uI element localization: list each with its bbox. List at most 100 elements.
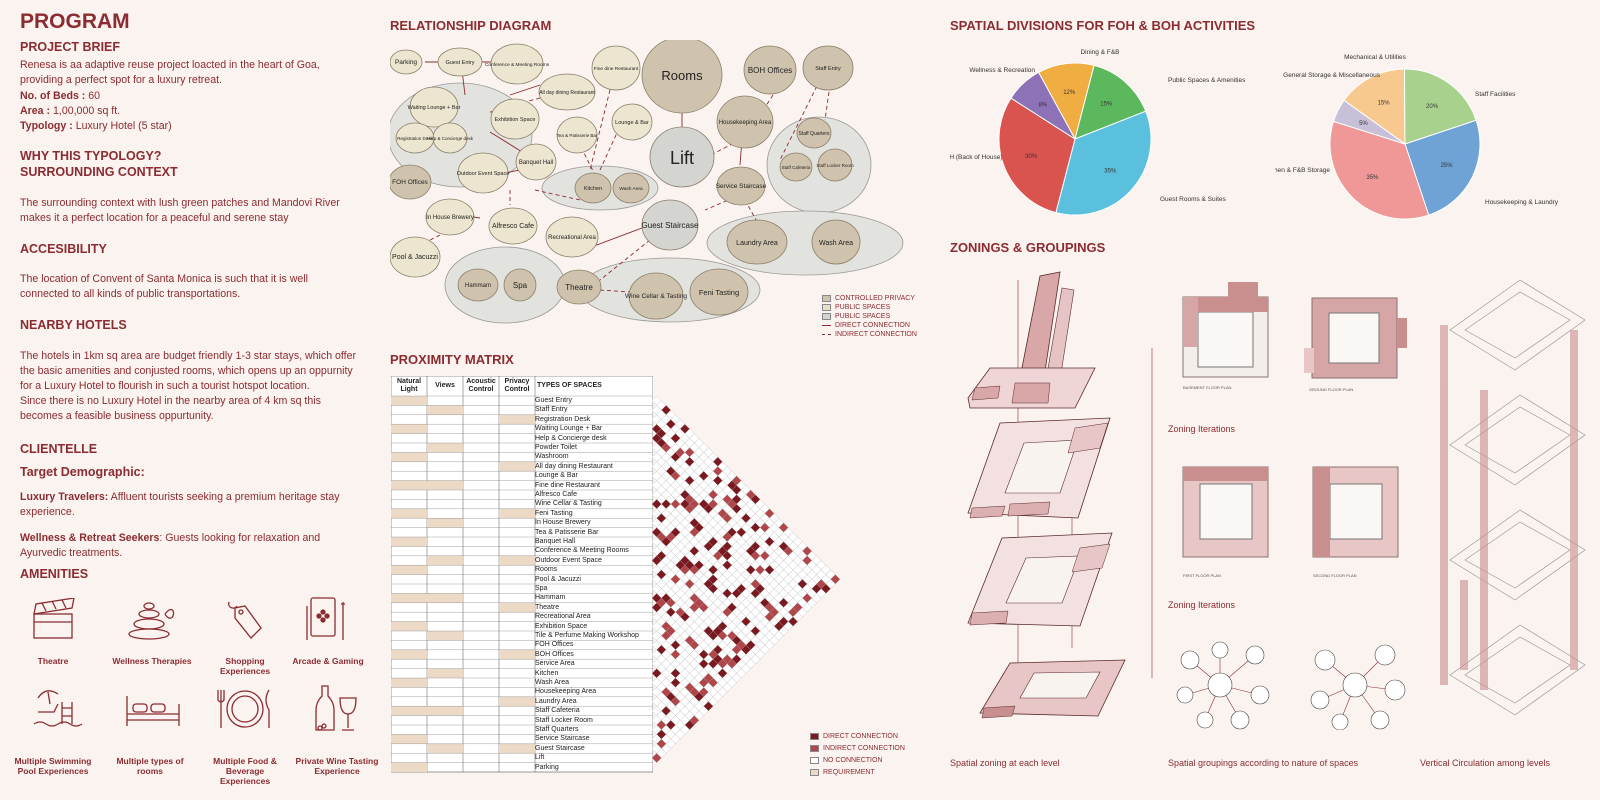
node-recreational [545, 216, 599, 258]
space-row-label: Guest Staircase [535, 744, 585, 752]
node-feni [689, 268, 749, 316]
requirement-cell [499, 743, 535, 754]
node-label: Outdoor Event Space [457, 171, 510, 177]
pie-percent-label: 5% [1359, 121, 1368, 127]
space-row-label: Outdoor Event Space [535, 556, 602, 564]
amenity-label: Multiple Food & Beverage Experiences [213, 756, 277, 786]
node-label: Conference & Meeting Rooms [485, 62, 550, 68]
caption-spatial-zoning: Spatial zoning at each level [950, 758, 1060, 768]
node-label: Hammam [465, 283, 491, 289]
requirement-cell [427, 443, 463, 453]
requirement-cell [391, 762, 427, 772]
node-alfresco [488, 207, 538, 245]
requirement-cell [427, 743, 463, 754]
amenity-label: Shopping Experiences [219, 656, 271, 676]
node-laundry [726, 219, 788, 265]
legend-indirect: INDIRECT CONNECTION [810, 745, 905, 752]
level-two [967, 532, 1113, 627]
requirement-cell [427, 668, 463, 678]
requirement-cell [391, 508, 427, 519]
clientele-heading: CLIENTELLE [20, 442, 98, 456]
requirement-cell [427, 480, 463, 490]
node-label: Banquet Hall [519, 160, 553, 166]
pie-slice-label: Kitchen & F&B Storage [1275, 167, 1330, 174]
requirement-cell [427, 405, 463, 415]
legend-controlled-privacy: CONTROLLED PRIVACY [822, 295, 915, 302]
node-label: Waiting Lounge + Bar [408, 105, 461, 111]
indirect-connection [599, 289, 631, 293]
node-label: Theatre [565, 283, 593, 292]
wine-icon [315, 685, 357, 731]
node-waiting [409, 86, 459, 128]
node-label: Registration Desk [397, 136, 433, 141]
requirement-cell [391, 649, 427, 660]
second-floor-plan: SECOND FLOOR PLAN [1312, 466, 1399, 578]
indirect-connection [759, 94, 774, 116]
node-label: Rooms [661, 68, 703, 83]
node-conference [490, 43, 544, 85]
legend-requirement: REQUIREMENT [810, 769, 875, 776]
header-types: TYPES OF SPACES [537, 382, 602, 389]
space-row-label: Staff Cafeteria [535, 707, 580, 715]
pool-icon [33, 690, 83, 727]
plan-label: GROUND FLOOR PLAN [1309, 387, 1353, 392]
node-label: Lounge & Bar [615, 120, 649, 126]
requirement-cell [391, 396, 427, 406]
node-label: Staff Entry [815, 66, 841, 72]
space-row-label: Kitchen [535, 669, 559, 677]
requirement-cell [391, 537, 427, 547]
requirement-cell [391, 706, 427, 716]
pie-percent-label: 8% [1038, 103, 1047, 109]
space-row-label: Washroom [535, 453, 569, 461]
node-label: Staff Cafeteria [782, 165, 811, 170]
requirement-cell [427, 518, 463, 528]
requirement-cell [499, 414, 535, 425]
caption-spatial-groupings: Spatial groupings according to nature of… [1168, 758, 1359, 768]
space-row-label: Exhibition Space [535, 622, 588, 630]
space-row-label: Spa [535, 585, 548, 592]
space-row-label: Fine dine Restaurant [535, 481, 600, 489]
legend-public-spaces: PUBLIC SPACES [822, 304, 890, 311]
node-label: Parking [395, 59, 417, 66]
space-row-label: Housekeeping Area [535, 688, 597, 696]
space-row-label: Theatre [535, 603, 560, 611]
pie-percent-label: 35% [1104, 168, 1117, 174]
node-banquet [515, 143, 557, 181]
level-one [979, 659, 1126, 719]
plan-label: BASEMENT FLOOR PLAN [1183, 385, 1231, 390]
space-row-label: Banquet Hall [535, 538, 576, 545]
node-label: Exhibition Space [495, 117, 536, 123]
node-label: Wash Area [819, 240, 853, 247]
direct-connection [509, 84, 541, 96]
node-label: Lift [670, 148, 694, 168]
space-row-label: Wash Area [535, 679, 569, 686]
space-row-label: Hammam [535, 594, 566, 602]
space-row-label: Laundry Area [535, 697, 577, 705]
indirect-connection [779, 79, 821, 161]
space-row-label: Staff Locker Room [535, 716, 593, 724]
pie-slice-label: Guest Rooms & Suites [1160, 196, 1226, 203]
spatial-title: SPATIAL DIVISIONS FOR FOH & BOH ACTIVITI… [950, 18, 1256, 33]
node-label: Wash Area [619, 186, 643, 192]
zoning-iterations-2: Zoning Iterations [1168, 600, 1236, 610]
node-brewery [425, 198, 475, 236]
pie-slice [1332, 99, 1406, 145]
node-label: Tea & Patisserie Bar [557, 133, 598, 138]
node-wash-area [612, 172, 650, 204]
node-service-staircase [716, 166, 766, 206]
wellness-seekers: Wellness & Retreat Seekers: Guests looki… [20, 532, 321, 559]
node-housekeeping [716, 95, 774, 149]
luxury-travelers: Luxury Travelers: Affluent tourists seek… [20, 491, 340, 518]
proximity-title: PROXIMITY MATRIX [390, 352, 514, 367]
space-row-label: Staff Quarters [535, 726, 579, 733]
requirement-cell [391, 452, 427, 462]
requirement-cell [391, 480, 427, 490]
requirement-cell [499, 508, 535, 519]
pie-chart-foh-boh: 12% Dining & F&B 15% Public Spaces & Amenit… [950, 49, 1246, 216]
node-spa [503, 268, 537, 302]
requirement-cell [499, 555, 535, 566]
caption-vertical-circulation: Vertical Circulation among levels [1420, 758, 1551, 768]
access-heading: ACCESIBILITY [20, 242, 107, 256]
nearby-text-2: Since there is no Luxury Hotel in the ne… [20, 395, 321, 422]
pie-slice-label: Mechanical & Utilities [1344, 54, 1407, 61]
